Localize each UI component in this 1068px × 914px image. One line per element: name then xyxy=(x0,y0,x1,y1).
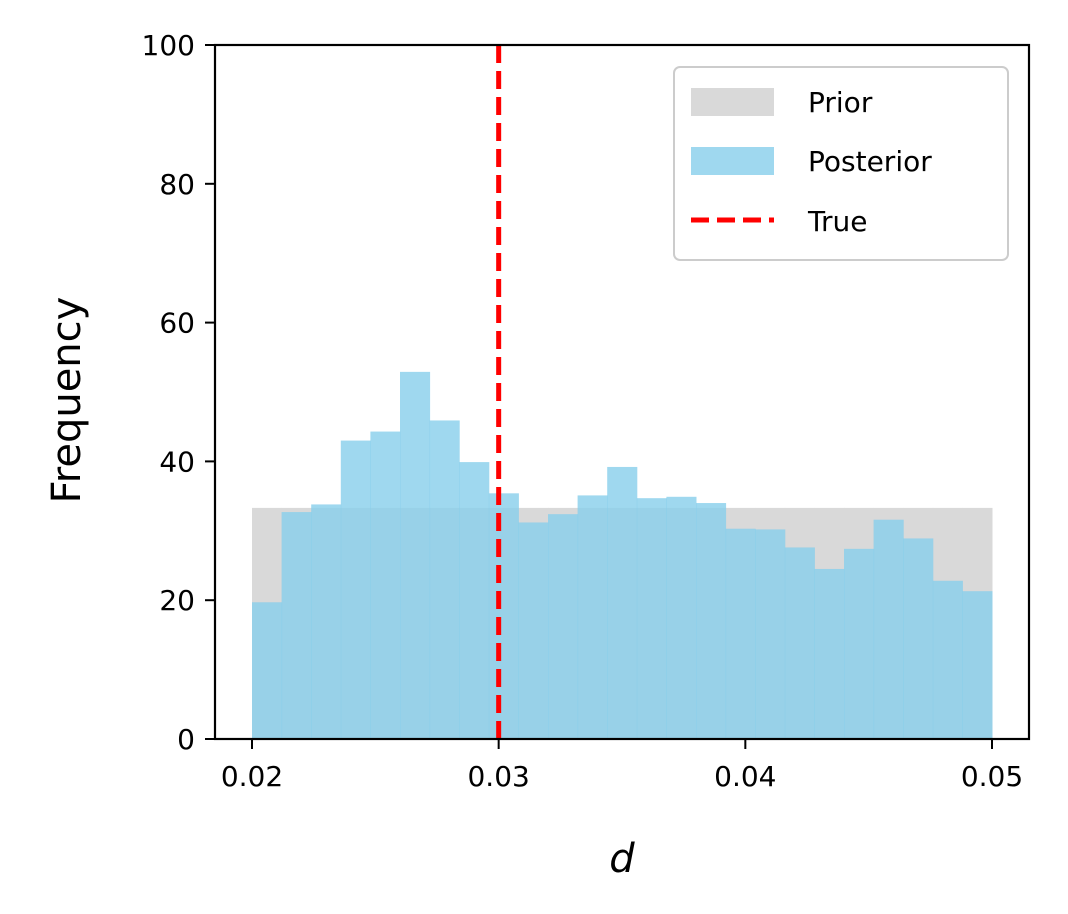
y-tick-label: 100 xyxy=(142,29,195,62)
posterior-bar xyxy=(814,568,845,739)
posterior-bar xyxy=(696,503,727,739)
posterior-bar xyxy=(488,493,519,739)
x-tick-label: 0.04 xyxy=(714,760,776,793)
legend: Prior Posterior True xyxy=(673,66,1009,261)
legend-label-true: True xyxy=(807,205,867,238)
posterior-bar xyxy=(932,580,963,739)
posterior-bar xyxy=(607,466,638,739)
posterior-bar xyxy=(844,548,875,739)
y-axis: 0 20 40 60 80 100 xyxy=(142,29,215,756)
y-tick-label: 40 xyxy=(159,445,195,478)
posterior-bar xyxy=(873,519,904,739)
posterior-bar xyxy=(340,440,371,739)
posterior-bar xyxy=(311,504,342,739)
legend-swatch-prior xyxy=(691,88,774,116)
posterior-bar xyxy=(459,462,490,739)
plot-frame xyxy=(213,43,1031,741)
posterior-bar xyxy=(962,591,993,739)
posterior-bar xyxy=(370,431,401,739)
x-tick-label: 0.02 xyxy=(221,760,283,793)
posterior-bar xyxy=(518,522,549,739)
posterior-bar xyxy=(755,529,786,739)
y-tick-label: 0 xyxy=(177,723,195,756)
y-axis-title: Frequency xyxy=(44,297,90,504)
posterior-bar xyxy=(903,538,934,739)
posterior-bar xyxy=(725,528,756,739)
posterior-bar xyxy=(666,496,697,739)
legend-swatch-posterior xyxy=(691,147,774,175)
posterior-bar xyxy=(548,514,579,739)
x-tick-label: 0.05 xyxy=(961,760,1023,793)
x-axis-title: d xyxy=(609,836,635,882)
legend-label-posterior: Posterior xyxy=(808,145,932,178)
posterior-bar xyxy=(784,547,815,739)
x-axis: 0.02 0.03 0.04 0.05 xyxy=(221,739,1023,793)
posterior-bar xyxy=(252,602,283,739)
posterior-bar xyxy=(400,371,431,739)
x-tick-label: 0.03 xyxy=(467,760,529,793)
y-tick-label: 60 xyxy=(159,307,195,340)
posterior-bar xyxy=(429,420,460,739)
posterior-bar xyxy=(281,512,312,739)
posterior-bar xyxy=(636,498,667,739)
y-tick-label: 20 xyxy=(159,584,195,617)
y-tick-label: 80 xyxy=(159,168,195,201)
posterior-bar xyxy=(577,495,608,739)
legend-label-prior: Prior xyxy=(808,86,873,119)
posterior-bars xyxy=(252,371,993,739)
